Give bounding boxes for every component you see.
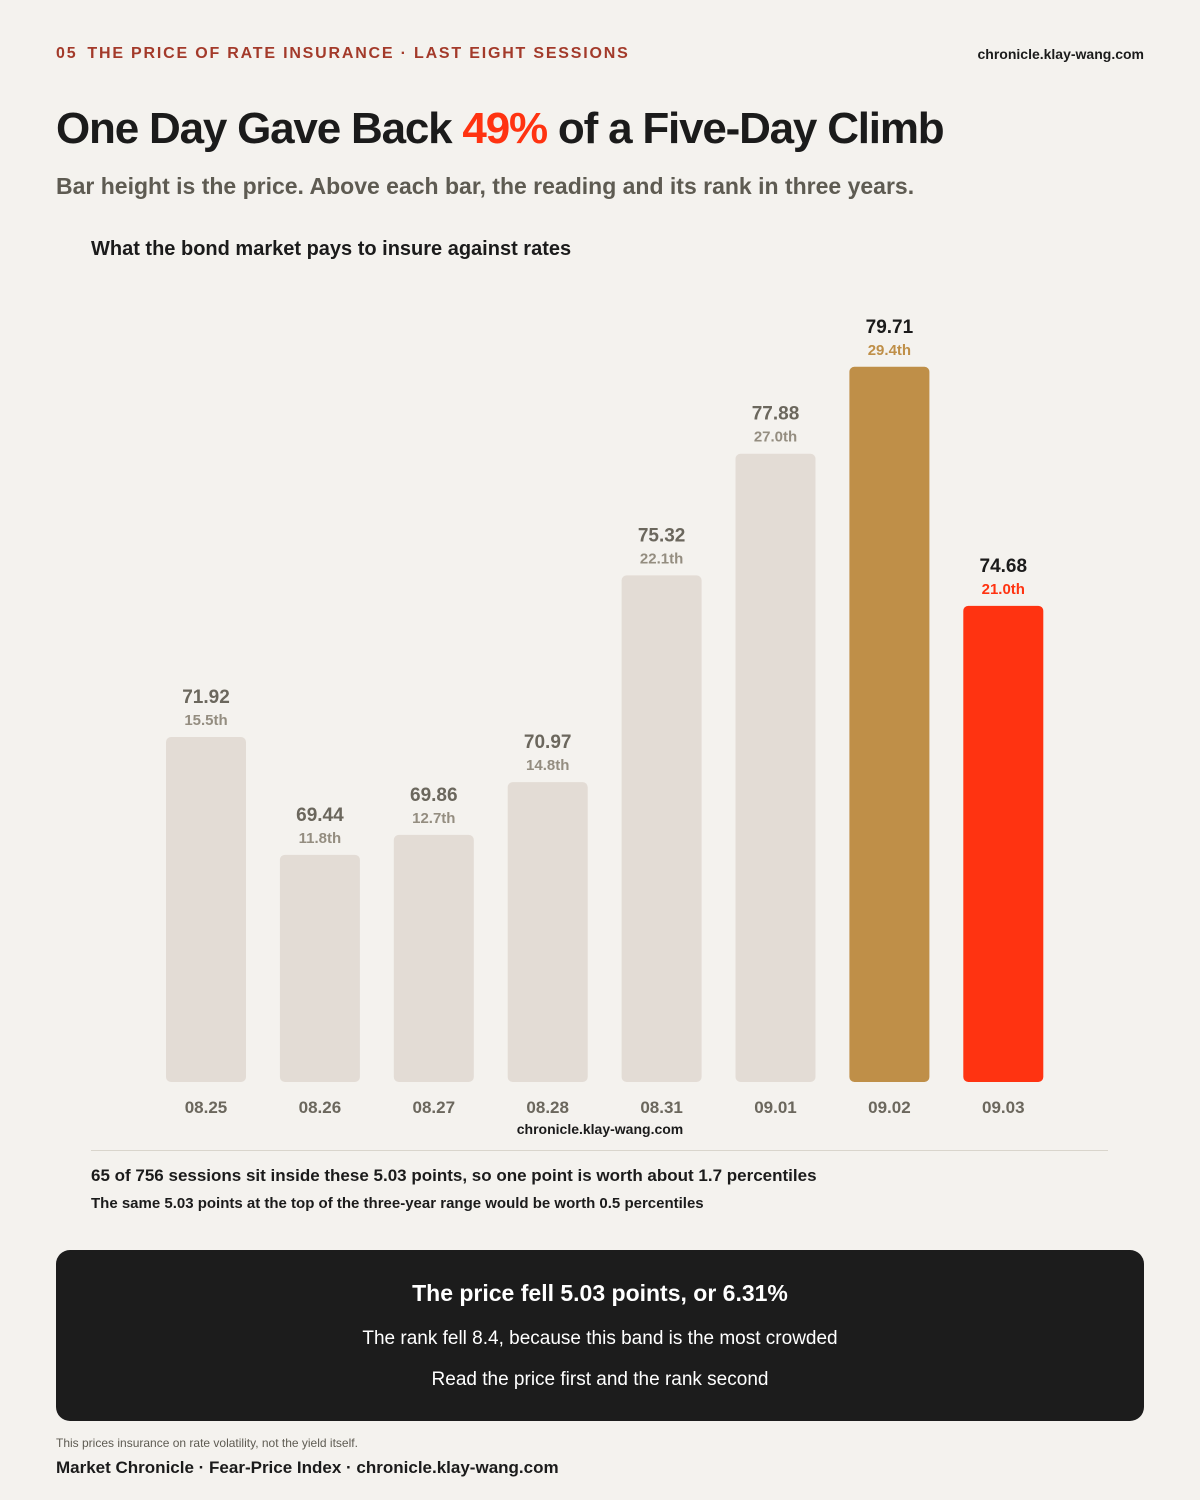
- x-tick-label: 08.27: [413, 1098, 456, 1117]
- x-tick-label: 09.02: [868, 1098, 911, 1117]
- x-tick-label: 09.01: [754, 1098, 797, 1117]
- note: 65 of 756 sessions sit inside these 5.03…: [91, 1166, 817, 1185]
- x-tick-label: 08.28: [526, 1098, 569, 1117]
- rank-label: 11.8th: [299, 830, 342, 847]
- note: The same 5.03 points at the top of the t…: [91, 1195, 704, 1212]
- kicker: 05 THE PRICE OF RATE INSURANCE · LAST EIG…: [56, 45, 630, 63]
- bar: [166, 736, 246, 1082]
- kicker-text: THE PRICE OF RATE INSURANCE · LAST EIGHT…: [87, 45, 630, 62]
- bar: [279, 854, 360, 1082]
- value-label: 70.97: [524, 732, 572, 753]
- callout-line: The rank fell 8.4, because this band is …: [362, 1328, 838, 1349]
- chart-title: What the bond market pays to insure agai…: [91, 238, 572, 260]
- headline-highlight: 49%: [462, 104, 548, 153]
- value-label: 71.92: [182, 687, 230, 708]
- rank-label: 29.4th: [868, 342, 911, 359]
- bar: [849, 366, 930, 1082]
- watermark: chronicle.klay-wang.com: [517, 1121, 684, 1137]
- bar: [621, 575, 702, 1082]
- value-label: 75.32: [638, 525, 686, 546]
- value-label: 69.86: [410, 785, 458, 806]
- callout-line: Read the price first and the rank second: [431, 1369, 769, 1390]
- rank-label: 12.7th: [412, 810, 455, 827]
- bar: [393, 834, 474, 1082]
- footnote: This prices insurance on rate volatility…: [56, 1436, 358, 1450]
- value-label: 74.68: [980, 556, 1028, 577]
- subtitle: Bar height is the price. Above each bar,…: [56, 173, 915, 199]
- x-tick-label: 08.25: [185, 1098, 228, 1117]
- callout: The price fell 5.03 points, or 6.31% The…: [56, 1250, 1144, 1421]
- bar: [963, 605, 1044, 1082]
- section-number: 05: [56, 45, 78, 62]
- x-tick-label: 08.31: [640, 1098, 683, 1117]
- rank-label: 27.0th: [754, 429, 797, 446]
- headline-before: One Day Gave Back: [56, 104, 453, 153]
- headline-after: of a Five-Day Climb: [557, 104, 945, 153]
- value-label: 77.88: [752, 404, 800, 425]
- value-label: 79.71: [866, 317, 914, 338]
- rank-label: 14.8th: [526, 757, 569, 774]
- rank-label: 22.1th: [640, 550, 683, 567]
- site: chronicle.klay-wang.com: [977, 46, 1145, 62]
- footer: Market Chronicle · Fear-Price Index · ch…: [56, 1458, 559, 1477]
- rank-label: 21.0th: [982, 581, 1025, 598]
- chart: 08.25 71.92 15.5th 08.26 69.44 11.8th 08.27 69.…: [166, 317, 1044, 1137]
- x-tick-label: 09.03: [982, 1098, 1025, 1117]
- callout-title: The price fell 5.03 points, or 6.31%: [412, 1280, 788, 1306]
- x-tick-label: 08.26: [299, 1098, 342, 1117]
- value-label: 69.44: [296, 805, 344, 826]
- headline: One Day Gave Back 49% of a Five-Day Clim…: [56, 104, 945, 154]
- divider: [91, 1150, 1108, 1151]
- rank-label: 15.5th: [184, 712, 227, 729]
- bar: [735, 453, 816, 1082]
- bar: [507, 782, 588, 1082]
